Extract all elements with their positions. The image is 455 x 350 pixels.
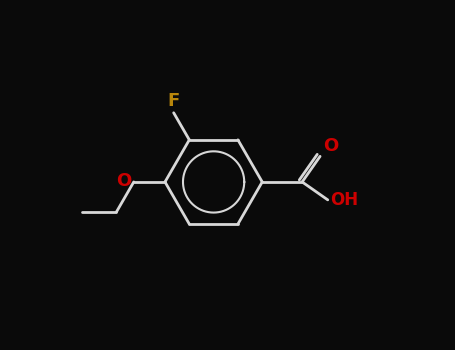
Text: O: O	[116, 172, 131, 190]
Text: F: F	[167, 92, 180, 110]
Text: OH: OH	[330, 191, 358, 209]
Text: O: O	[323, 136, 338, 155]
